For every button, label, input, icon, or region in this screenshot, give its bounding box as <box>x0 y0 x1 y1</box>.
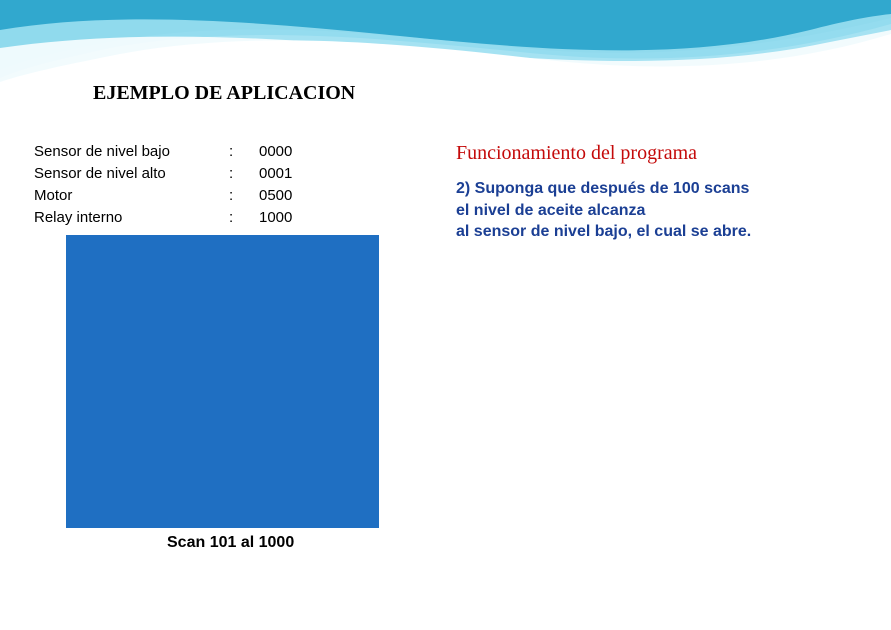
body-line: al sensor de nivel bajo, el cual se abre… <box>456 223 751 240</box>
sensor-table: Sensor de nivel bajo : 0000 Sensor de ni… <box>34 140 319 228</box>
table-row: Motor : 0500 <box>34 184 319 206</box>
body-line: el nivel de aceite alcanza <box>456 202 645 219</box>
colon: : <box>229 209 259 226</box>
sensor-value: 0001 <box>259 165 319 182</box>
explanation-heading: Funcionamiento del programa <box>456 142 697 165</box>
sensor-value: 0000 <box>259 143 319 160</box>
sensor-label: Sensor de nivel alto <box>34 165 229 182</box>
sensor-label: Motor <box>34 187 229 204</box>
slide-title: EJEMPLO DE APLICACION <box>93 82 355 105</box>
table-row: Sensor de nivel alto : 0001 <box>34 162 319 184</box>
colon: : <box>229 187 259 204</box>
diagram-box <box>66 235 379 528</box>
explanation-body: 2) Suponga que después de 100 scans el n… <box>456 178 866 243</box>
colon: : <box>229 143 259 160</box>
sensor-label: Sensor de nivel bajo <box>34 143 229 160</box>
table-row: Relay interno : 1000 <box>34 206 319 228</box>
sensor-label: Relay interno <box>34 209 229 226</box>
table-row: Sensor de nivel bajo : 0000 <box>34 140 319 162</box>
scan-label: Scan 101 al 1000 <box>167 534 294 552</box>
sensor-value: 1000 <box>259 209 319 226</box>
sensor-value: 0500 <box>259 187 319 204</box>
colon: : <box>229 165 259 182</box>
header-wave <box>0 0 891 90</box>
body-line: 2) Suponga que después de 100 scans <box>456 180 749 197</box>
